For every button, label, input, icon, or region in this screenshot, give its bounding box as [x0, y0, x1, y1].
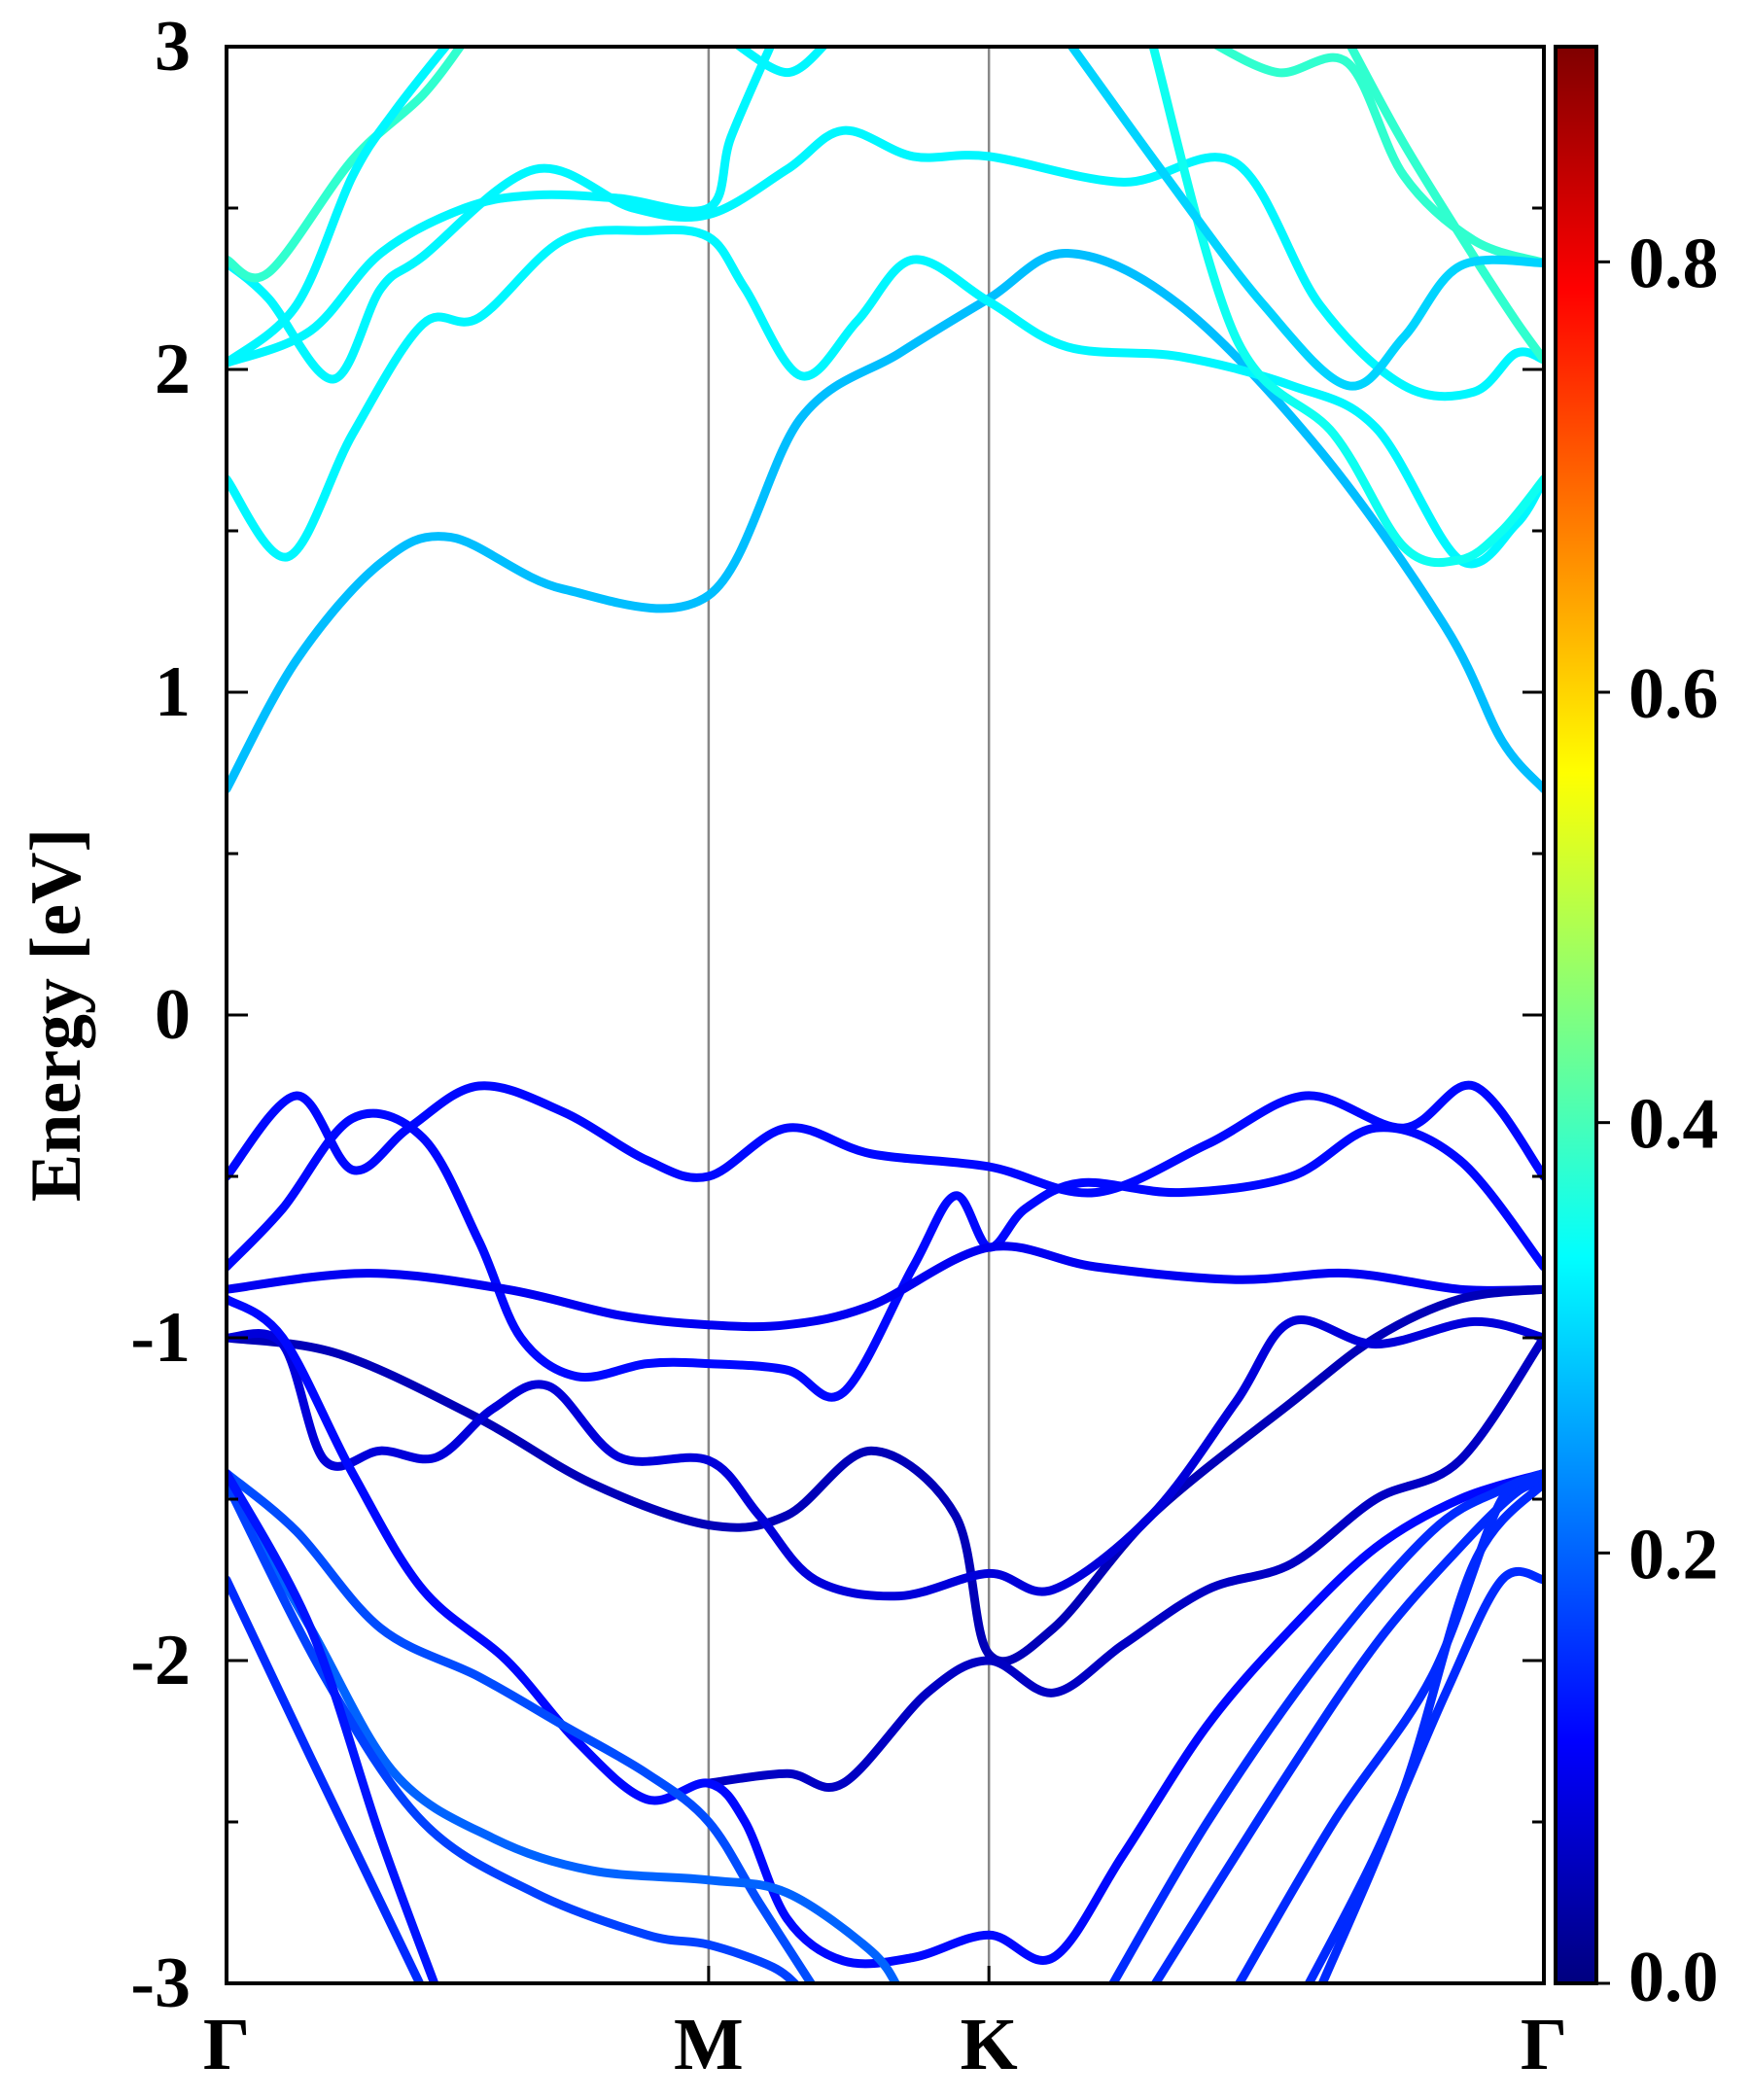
y-tick-label: 3 [155, 7, 191, 87]
band-line [227, 1468, 817, 1983]
y-tick-label: -1 [130, 1298, 191, 1378]
band-line [1317, 1478, 1544, 1983]
band-line [227, 1315, 1544, 1601]
band-lines [227, 47, 1544, 1983]
band-line [227, 1478, 801, 1983]
x-tick-label: Γ [1521, 2004, 1567, 2085]
y-tick-label: -2 [130, 1621, 191, 1700]
colorbar-tick-label: 0.2 [1628, 1515, 1719, 1594]
band-line [227, 1468, 439, 1983]
colorbar-tick-label: 0.0 [1628, 1938, 1719, 2017]
band-line [1346, 47, 1544, 365]
band-line [227, 1478, 901, 1983]
y-tick-label: 2 [155, 330, 191, 409]
colorbar-ticks: 0.0 0.2 0.4 0.6 0.8 [1596, 224, 1719, 2017]
band-line [227, 47, 776, 368]
band-line [227, 47, 466, 283]
band-line [227, 47, 452, 368]
x-tick-label: K [961, 2004, 1018, 2085]
colorbar-tick-label: 0.6 [1628, 654, 1719, 734]
band-line [1148, 47, 1544, 568]
x-tick-label: M [674, 2004, 744, 2085]
band-line [1304, 1566, 1544, 1983]
x-tick-label: Γ [203, 2004, 250, 2085]
colorbar-tick-label: 0.8 [1628, 224, 1719, 303]
band-line [1067, 47, 1544, 391]
y-axis-ticks: -3 -2 -1 0 1 2 3 [130, 7, 1544, 2023]
colorbar-tick-label: 0.4 [1628, 1085, 1719, 1165]
y-axis-label: Energy [eV] [17, 828, 96, 1202]
band-line [1150, 1478, 1544, 1983]
band-line [1234, 1475, 1544, 1983]
y-tick-label: 1 [155, 652, 191, 732]
band-line [227, 1575, 425, 1983]
band-line [704, 1333, 1544, 1792]
band-line [227, 1284, 1544, 1666]
y-tick-label: -3 [130, 1943, 191, 2023]
band-line [227, 1242, 1544, 1332]
y-tick-label: 0 [155, 975, 191, 1055]
band-line [1210, 47, 1544, 267]
band-line [227, 225, 1544, 569]
colorbar [1554, 45, 1598, 1985]
band-line [227, 1108, 1544, 1402]
band-line [227, 1294, 1544, 1969]
band-line [1107, 1468, 1544, 1983]
band-line [227, 1080, 1544, 1198]
band-line [732, 47, 829, 78]
band-line [227, 248, 1544, 794]
band-line [227, 125, 1544, 402]
